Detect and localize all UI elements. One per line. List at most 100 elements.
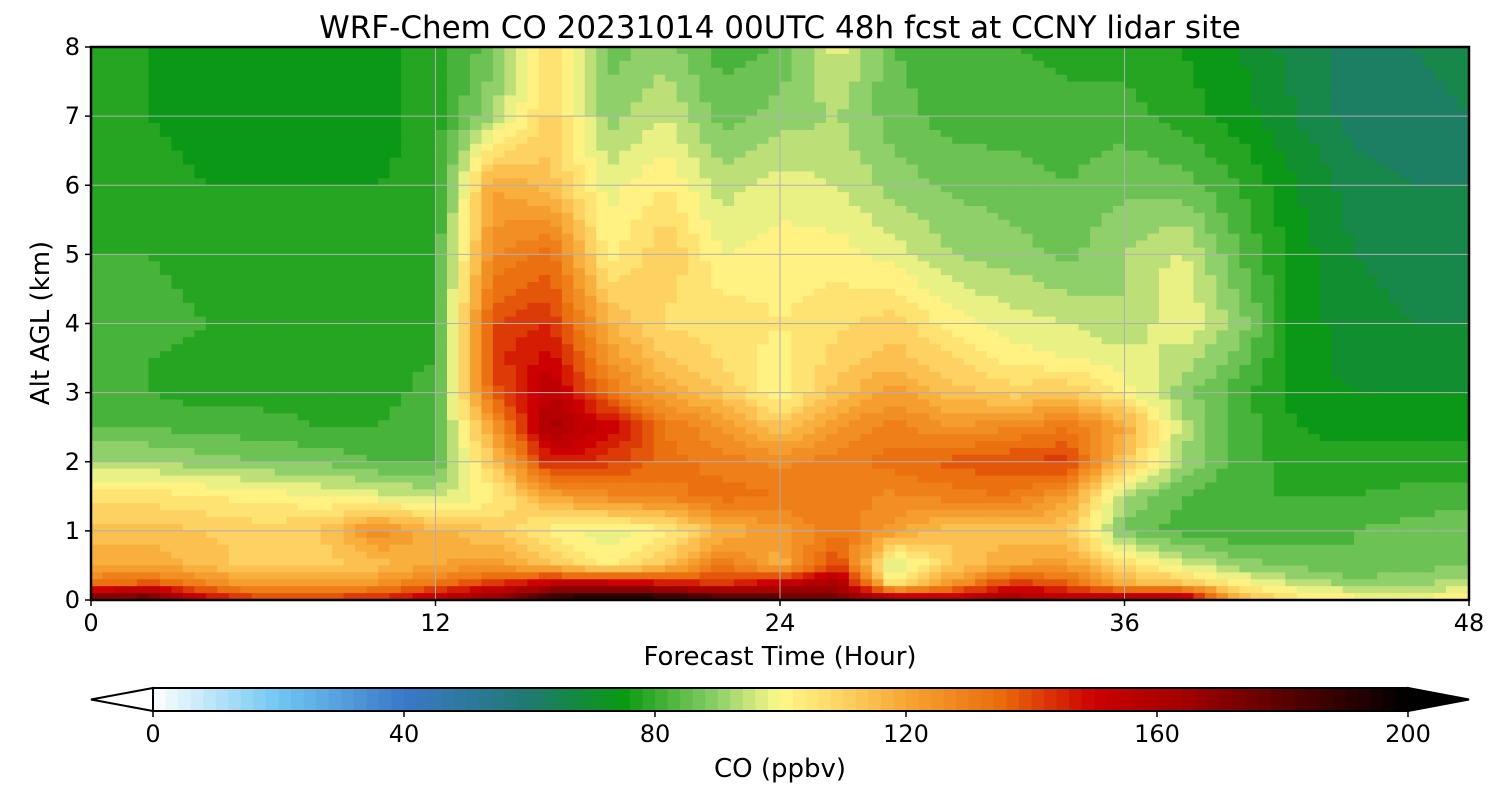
heatmap-cell <box>757 282 770 290</box>
heatmap-cell <box>1101 288 1114 297</box>
heatmap-cell <box>1124 275 1137 283</box>
heatmap-cell <box>91 316 104 325</box>
heatmap-cell <box>906 309 919 318</box>
heatmap-cell <box>986 219 999 228</box>
heatmap-cell <box>159 47 172 55</box>
heatmap-cell <box>389 102 402 110</box>
heatmap-cell <box>963 247 976 255</box>
heatmap-cell <box>1377 150 1390 159</box>
heatmap-cell <box>1135 233 1149 242</box>
heatmap-cell <box>837 95 850 103</box>
heatmap-cell <box>1423 268 1436 276</box>
heatmap-cell <box>963 288 976 297</box>
heatmap-cell <box>91 247 104 255</box>
heatmap-cell <box>1032 116 1045 124</box>
heatmap-cell <box>596 192 609 200</box>
heatmap-cell <box>182 74 195 83</box>
heatmap-cell <box>1377 53 1390 62</box>
heatmap-cell <box>148 226 161 235</box>
heatmap-cell <box>975 81 988 90</box>
heatmap-cell <box>148 330 161 338</box>
heatmap-cell <box>538 109 551 117</box>
heatmap-cell <box>446 309 460 318</box>
heatmap-cell <box>1434 74 1447 83</box>
heatmap-cell <box>1090 226 1103 235</box>
heatmap-cell <box>1044 88 1057 96</box>
heatmap-cell <box>492 171 505 179</box>
heatmap-cell <box>1158 316 1172 325</box>
heatmap-cell <box>446 323 460 332</box>
heatmap-cell <box>653 157 666 166</box>
heatmap-cell <box>584 53 597 62</box>
heatmap-cell <box>1227 295 1240 304</box>
heatmap-cell <box>1204 53 1217 62</box>
heatmap-cell <box>1308 81 1321 90</box>
heatmap-cell <box>688 233 701 242</box>
heatmap-cell <box>825 233 839 242</box>
heatmap-cell <box>217 226 230 235</box>
heatmap-cell <box>1032 81 1045 90</box>
heatmap-cell <box>860 288 873 297</box>
heatmap-cell <box>676 129 689 138</box>
heatmap-cell <box>171 67 184 76</box>
heatmap-cell <box>1285 316 1298 325</box>
heatmap-cell <box>1044 171 1057 179</box>
heatmap-cell <box>504 226 517 235</box>
heatmap-cell <box>263 157 276 166</box>
heatmap-cell <box>1135 129 1149 138</box>
heatmap-cell <box>228 295 241 304</box>
heatmap-cell <box>366 136 379 145</box>
heatmap-cell <box>458 102 471 110</box>
heatmap-cell <box>1411 95 1424 103</box>
heatmap-cell <box>757 178 770 186</box>
heatmap-cell <box>1354 261 1367 269</box>
heatmap-cell <box>780 60 793 69</box>
heatmap-cell <box>665 136 678 145</box>
heatmap-cell <box>894 74 907 83</box>
heatmap-cell <box>194 53 207 62</box>
heatmap-cell <box>573 157 586 166</box>
heatmap-cell <box>791 330 804 338</box>
heatmap-cell <box>711 275 724 283</box>
heatmap-cell <box>848 185 861 193</box>
heatmap-cell <box>837 53 850 62</box>
heatmap-cell <box>240 116 253 124</box>
heatmap-cell <box>1193 74 1206 83</box>
heatmap-cell <box>1193 282 1206 290</box>
heatmap-cell <box>814 275 827 283</box>
heatmap-cell <box>1227 302 1240 311</box>
heatmap-cell <box>538 123 551 131</box>
heatmap-cell <box>1388 164 1401 173</box>
heatmap-cell <box>642 219 655 228</box>
heatmap-cell <box>757 123 770 131</box>
heatmap-cell <box>297 275 310 283</box>
heatmap-cell <box>1411 309 1424 318</box>
heatmap-cell <box>1009 53 1022 62</box>
heatmap-cell <box>1021 192 1034 200</box>
heatmap-cell <box>676 254 689 262</box>
heatmap-cell <box>389 60 402 69</box>
heatmap-cell <box>1227 254 1240 262</box>
heatmap-cell <box>424 288 437 297</box>
heatmap-cell <box>1354 192 1367 200</box>
heatmap-cell <box>940 295 953 304</box>
heatmap-cell <box>492 323 505 332</box>
heatmap-cell <box>1308 185 1321 193</box>
heatmap-cell <box>642 323 655 332</box>
heatmap-cell <box>1170 212 1183 221</box>
heatmap-cell <box>1113 212 1126 221</box>
heatmap-cell <box>768 178 781 186</box>
heatmap-cell <box>297 199 310 207</box>
heatmap-cell <box>389 157 402 166</box>
heatmap-cell <box>446 233 460 242</box>
heatmap-cell <box>205 233 218 242</box>
heatmap-cell <box>722 199 735 207</box>
heatmap-cell <box>159 275 172 283</box>
heatmap-cell <box>1227 60 1240 69</box>
heatmap-cell <box>343 226 356 235</box>
heatmap-cell <box>1009 95 1022 103</box>
heatmap-cell <box>1009 60 1022 69</box>
heatmap-cell <box>113 330 127 338</box>
heatmap-cell <box>619 233 632 242</box>
heatmap-cell <box>975 60 988 69</box>
